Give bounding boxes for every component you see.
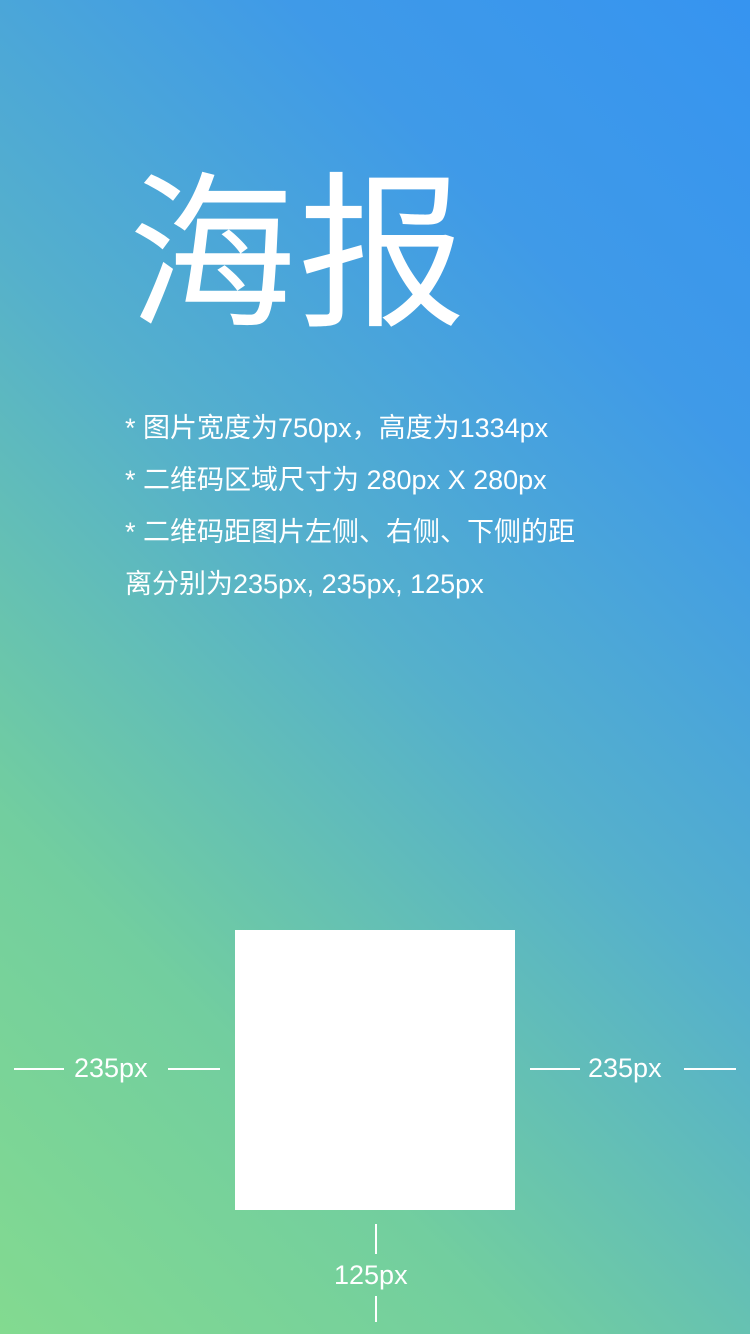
- qr-code-placeholder: [235, 930, 515, 1210]
- left-dimension-line-outer: [14, 1068, 64, 1070]
- bottom-dimension-line-top: [375, 1224, 377, 1254]
- right-dimension-line-inner: [530, 1068, 580, 1070]
- right-dimension-line-outer: [684, 1068, 736, 1070]
- spec-note-qr-margin-values: 离分别为235px, 235px, 125px: [125, 569, 484, 599]
- poster-title: 海报: [128, 157, 468, 353]
- spec-note-qr-size: * 二维码区域尺寸为 280px X 280px: [125, 465, 547, 495]
- spec-note-qr-margin: * 二维码距图片左侧、右侧、下侧的距: [125, 517, 576, 547]
- left-dimension-line-inner: [168, 1068, 220, 1070]
- bottom-dimension-line-bottom: [375, 1296, 377, 1322]
- right-dimension-label: 235px: [588, 1053, 662, 1083]
- spec-note-size: * 图片宽度为750px，高度为1334px: [125, 413, 549, 443]
- bottom-dimension-label: 125px: [334, 1260, 408, 1290]
- spec-notes: * 图片宽度为750px，高度为1334px * 二维码区域尺寸为 280px …: [125, 402, 685, 610]
- left-dimension-label: 235px: [74, 1053, 148, 1083]
